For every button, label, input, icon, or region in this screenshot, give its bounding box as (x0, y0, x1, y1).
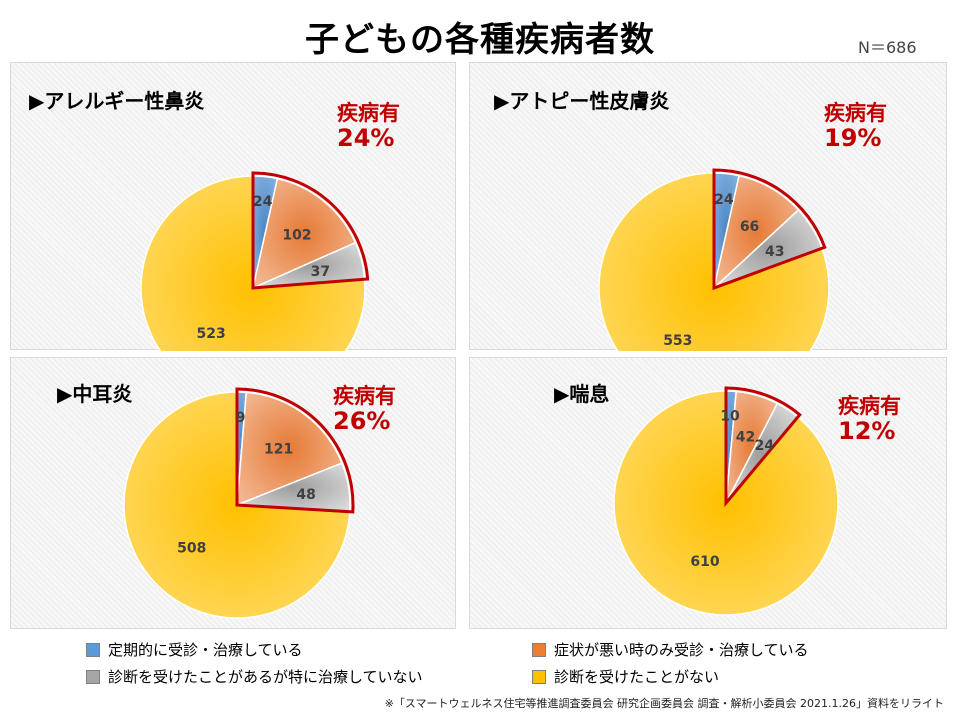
legend-item: 診断を受けたことがない (532, 666, 719, 687)
legend-label: 症状が悪い時のみ受診・治療している (554, 641, 809, 659)
legend-item: 診断を受けたことがあるが特に治療していない (86, 666, 423, 687)
disease-rate-annotation: 疾病有 19% (824, 101, 887, 153)
pie-data-label: 610 (690, 554, 719, 570)
pie-data-label: 24 (755, 438, 775, 454)
pie-data-label: 553 (663, 333, 692, 349)
pie-chart: 24 66 43 553 (598, 168, 830, 351)
disease-sector-outline (712, 168, 827, 291)
legend-swatch (86, 642, 100, 657)
chart-title: ▶喘息 (554, 382, 610, 406)
pie-data-label: 508 (177, 541, 206, 557)
pie-chart-panel: ▶中耳炎 9 121 48 508 疾病有 26% (10, 357, 456, 629)
disease-rate-label: 疾病有 (838, 394, 901, 418)
pie-data-label: 10 (720, 409, 740, 425)
pie-data-label: 48 (296, 487, 315, 503)
pie-data-label: 37 (311, 264, 330, 280)
pie-data-label: 121 (264, 442, 293, 458)
pie-slice-never-diagnosed (140, 175, 366, 351)
pie-data-label: 42 (736, 429, 755, 445)
pie-data-label: 66 (740, 219, 759, 235)
disease-rate-value: 24% (337, 124, 395, 153)
pie-slice-never-diagnosed (598, 172, 830, 351)
legend-label: 診断を受けたことがない (554, 668, 720, 686)
disease-rate-value: 19% (824, 124, 882, 153)
disease-sector-outline (235, 387, 355, 514)
pie-slice-symptoms-bad (236, 391, 343, 507)
pie-chart-panel: ▶アレルギー性鼻炎 24 102 37 523 疾病有 24% (10, 62, 456, 351)
chart-title: ▶アレルギー性鼻炎 (29, 89, 205, 113)
pie-chart-panel: ▶アトピー性皮膚炎 24 66 43 553 疾病有 19% (469, 62, 947, 351)
pie-data-label: 523 (197, 326, 226, 342)
chart-title: ▶中耳炎 (57, 382, 133, 406)
pie-data-label: 24 (714, 192, 734, 208)
disease-rate-value: 12% (838, 417, 896, 446)
disease-rate-label: 疾病有 (337, 101, 400, 125)
disease-rate-value: 26% (333, 407, 391, 436)
pie-slice-symptoms-bad (251, 177, 357, 290)
pie-chart: 9 121 48 508 (123, 387, 355, 619)
legend-swatch (86, 669, 100, 684)
chart-title: ▶アトピー性皮膚炎 (494, 89, 670, 113)
pie-chart: 24 102 37 523 (140, 171, 370, 351)
source-footnote: ※「スマートウェルネス住宅等推進調査委員会 研究企画委員会 調査・解析小委員会 … (384, 697, 944, 710)
disease-rate-label: 疾病有 (824, 101, 887, 125)
pie-chart-panel: ▶喘息 10 42 24 610 疾病有 12% (469, 357, 947, 629)
disease-sector-outline (724, 386, 802, 508)
disease-sector-outline (251, 171, 370, 290)
pie-data-label: 102 (282, 227, 311, 243)
legend-item: 定期的に受診・治療している (86, 639, 303, 660)
legend-item: 症状が悪い時のみ受診・治療している (532, 639, 809, 660)
legend-swatch (532, 642, 546, 657)
disease-rate-annotation: 疾病有 12% (838, 394, 901, 446)
pie-data-label: 43 (765, 244, 784, 260)
pie-data-label: 24 (253, 194, 273, 210)
legend-label: 診断を受けたことがあるが特に治療していない (108, 668, 423, 686)
pie-data-label: 9 (236, 410, 246, 426)
legend-swatch (532, 669, 546, 684)
legend-label: 定期的に受診・治療している (108, 641, 303, 659)
disease-rate-annotation: 疾病有 26% (333, 384, 396, 436)
disease-rate-annotation: 疾病有 24% (337, 101, 400, 153)
page-title: 子どもの各種疾病者数 (305, 20, 655, 60)
disease-rate-label: 疾病有 (333, 384, 396, 408)
sample-size-label: N＝686 (858, 38, 917, 57)
